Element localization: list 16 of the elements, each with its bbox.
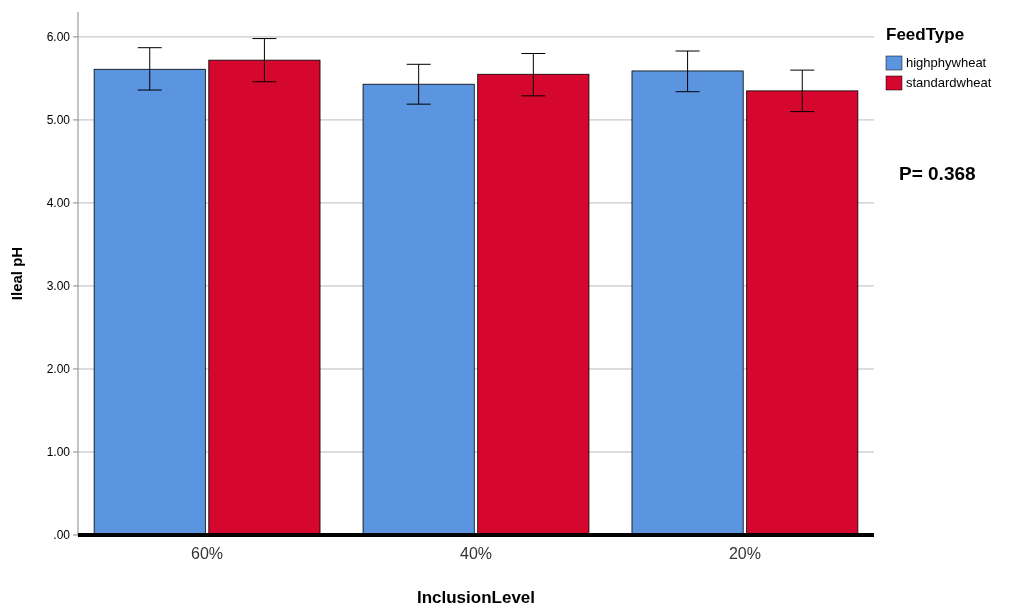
y-tick-label: 3.00 [46, 279, 71, 294]
x-tick-label: 20% [728, 545, 761, 562]
y-tick-label: 1.00 [46, 445, 71, 460]
legend-label: highphywheat [906, 55, 987, 70]
legend-label: standardwheat [906, 75, 992, 90]
text: P= 0.368 [899, 163, 976, 184]
x-tick-label: 60% [191, 545, 224, 562]
y-tick-label: 2.00 [46, 362, 71, 377]
y-axis-title: Ileal pH [8, 246, 25, 301]
y-tick-label: 6.00 [46, 30, 71, 45]
y-tick-label: 4.00 [46, 196, 71, 211]
y-tick-label: .00 [53, 528, 71, 543]
x-tick-label: 40% [459, 545, 493, 562]
legend-title: FeedType [886, 25, 965, 44]
y-tick-label: 5.00 [46, 113, 71, 128]
x-axis-title: InclusionLevel [416, 588, 536, 607]
